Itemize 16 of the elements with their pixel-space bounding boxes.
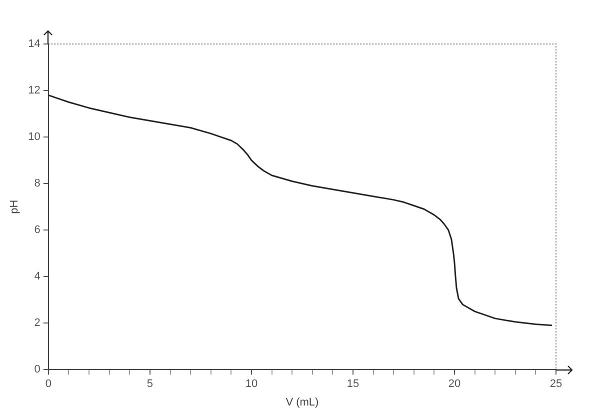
- y-tick-label: 6: [34, 224, 40, 236]
- y-tick-label: 14: [28, 38, 40, 50]
- x-axis-title: V (mL): [286, 396, 319, 408]
- x-tick-label: 15: [346, 378, 360, 390]
- y-axis-title: pH: [8, 200, 21, 214]
- x-tick-label: 25: [550, 378, 562, 390]
- x-tick-label: 20: [448, 378, 461, 390]
- x-tick-label: 10: [245, 378, 258, 390]
- y-tick-label: 0: [34, 364, 40, 376]
- y-tick-label: 4: [34, 270, 40, 283]
- x-tick-label: 5: [146, 378, 154, 390]
- x-tick-label: 0: [45, 378, 52, 390]
- y-tick-label: 8: [34, 178, 40, 190]
- y-tick-label: 12: [28, 84, 40, 97]
- y-tick-label: 10: [28, 131, 40, 144]
- y-tick-label: 2: [34, 317, 40, 330]
